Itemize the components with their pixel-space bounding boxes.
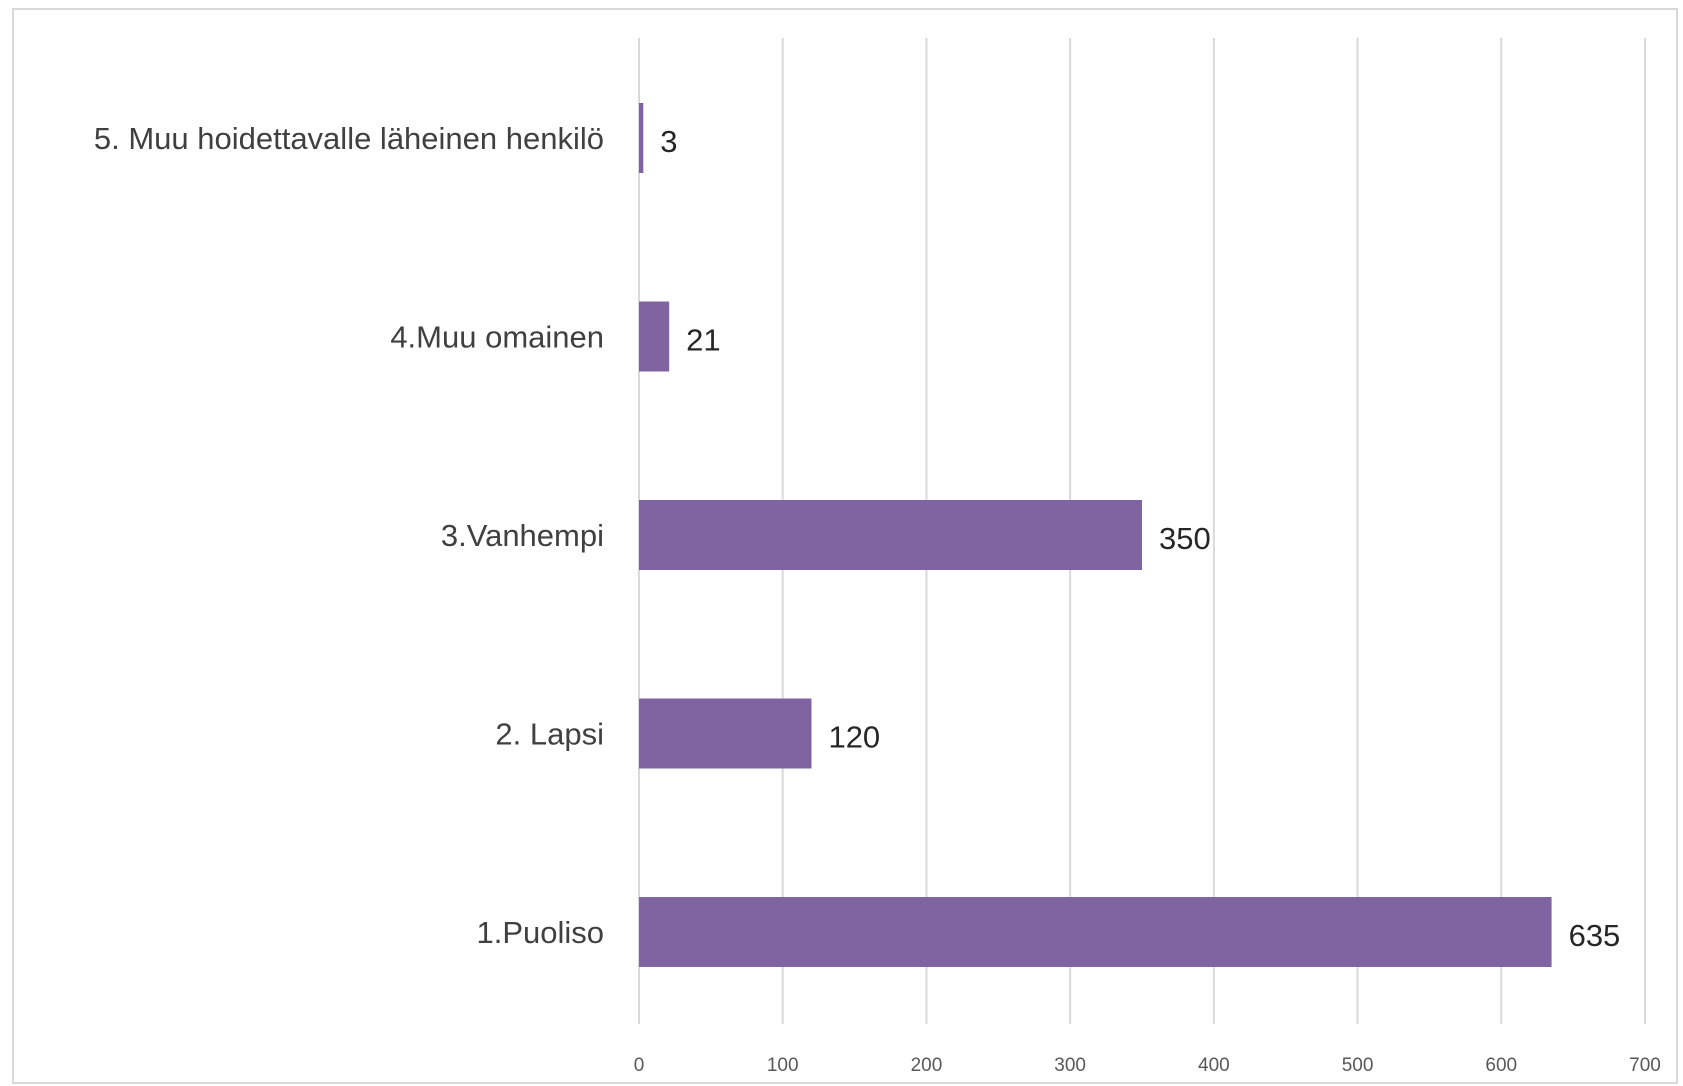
gridlines bbox=[638, 38, 1646, 1024]
bar-3 bbox=[639, 500, 1142, 570]
data-label-3: 350 bbox=[1159, 521, 1211, 556]
x-tick-label-0: 0 bbox=[634, 1055, 645, 1076]
x-tick-label-600: 600 bbox=[1485, 1055, 1517, 1076]
data-label-2: 120 bbox=[828, 720, 880, 755]
x-tick-label-500: 500 bbox=[1342, 1055, 1374, 1076]
category-label-2: 2. Lapsi bbox=[495, 717, 604, 752]
labels: 0 100 200 300 400 500 600 700 1.Puoliso 635 2. Lap… bbox=[94, 121, 1661, 1076]
data-label-1: 635 bbox=[1569, 918, 1621, 953]
data-label-4: 21 bbox=[686, 323, 720, 358]
category-label-5: 5. Muu hoidettavalle läheinen henkilö bbox=[94, 121, 604, 156]
bars bbox=[639, 103, 1552, 967]
data-label-5: 3 bbox=[660, 124, 677, 159]
category-label-3: 3.Vanhempi bbox=[441, 518, 604, 553]
bar-2 bbox=[639, 698, 812, 769]
bar-5 bbox=[639, 103, 644, 173]
x-tick-label-200: 200 bbox=[911, 1055, 943, 1076]
x-tick-label-100: 100 bbox=[767, 1055, 799, 1076]
x-tick-label-700: 700 bbox=[1629, 1055, 1661, 1076]
category-label-4: 4.Muu omainen bbox=[390, 320, 604, 355]
category-label-1: 1.Puoliso bbox=[476, 915, 604, 950]
bar-4 bbox=[639, 301, 670, 372]
bar-1 bbox=[639, 897, 1552, 967]
x-tick-label-300: 300 bbox=[1054, 1055, 1086, 1076]
x-tick-label-400: 400 bbox=[1198, 1055, 1230, 1076]
